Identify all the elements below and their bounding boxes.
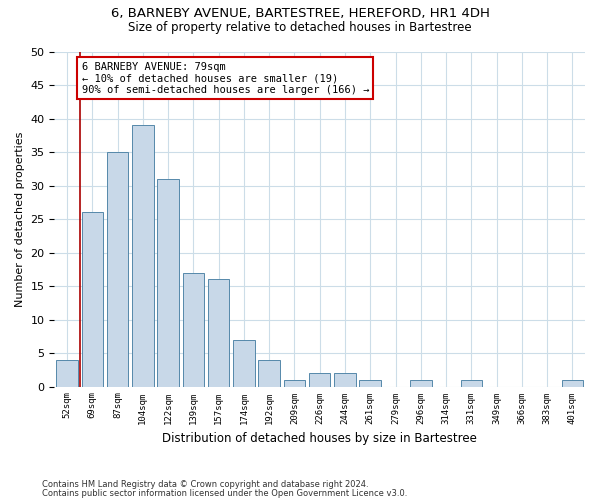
Text: 6, BARNEBY AVENUE, BARTESTREE, HEREFORD, HR1 4DH: 6, BARNEBY AVENUE, BARTESTREE, HEREFORD,… <box>110 8 490 20</box>
Bar <box>56 360 78 386</box>
Bar <box>107 152 128 386</box>
Bar <box>410 380 431 386</box>
Text: Contains HM Land Registry data © Crown copyright and database right 2024.: Contains HM Land Registry data © Crown c… <box>42 480 368 489</box>
Bar <box>208 280 229 386</box>
Bar <box>284 380 305 386</box>
Bar <box>82 212 103 386</box>
Text: 6 BARNEBY AVENUE: 79sqm
← 10% of detached houses are smaller (19)
90% of semi-de: 6 BARNEBY AVENUE: 79sqm ← 10% of detache… <box>82 62 369 95</box>
Bar <box>309 373 331 386</box>
X-axis label: Distribution of detached houses by size in Bartestree: Distribution of detached houses by size … <box>162 432 477 445</box>
Text: Size of property relative to detached houses in Bartestree: Size of property relative to detached ho… <box>128 21 472 34</box>
Bar <box>182 272 204 386</box>
Bar <box>562 380 583 386</box>
Bar <box>259 360 280 386</box>
Bar <box>157 179 179 386</box>
Text: Contains public sector information licensed under the Open Government Licence v3: Contains public sector information licen… <box>42 488 407 498</box>
Bar <box>233 340 254 386</box>
Bar <box>334 373 356 386</box>
Y-axis label: Number of detached properties: Number of detached properties <box>15 132 25 306</box>
Bar <box>359 380 381 386</box>
Bar <box>132 125 154 386</box>
Bar <box>461 380 482 386</box>
